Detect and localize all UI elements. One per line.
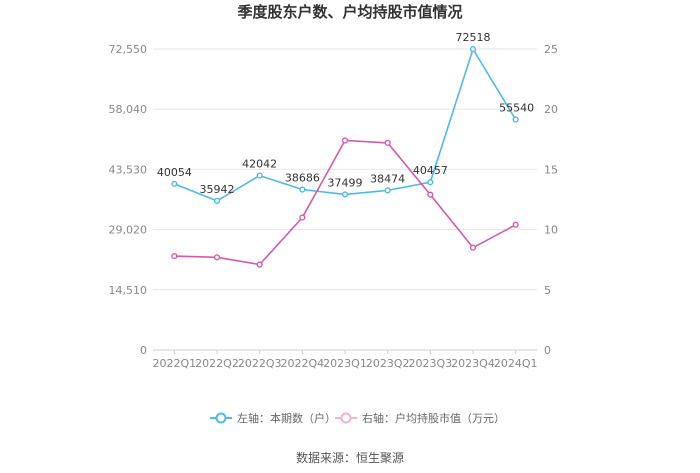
x-axis-tick-label: 2023Q2 bbox=[366, 357, 410, 370]
series bbox=[171, 46, 519, 268]
right-axis-tick-label: 25 bbox=[544, 43, 558, 56]
right-axis-tick-label: 10 bbox=[544, 224, 558, 237]
left-axis-tick-label: 0 bbox=[140, 344, 147, 357]
right-axis-tick-label: 5 bbox=[544, 284, 551, 297]
x-axis-tick-label: 2022Q1 bbox=[153, 357, 197, 370]
x-axis-tick-label: 2024Q1 bbox=[494, 357, 538, 370]
legend-item-right[interactable]: 右轴：户均持股市值（万元） bbox=[335, 411, 505, 425]
legend-label: 左轴：本期数（户） bbox=[237, 411, 336, 425]
left-axis-tick-label: 14,510 bbox=[109, 284, 148, 297]
source-note: 数据来源：恒生聚源 bbox=[296, 450, 404, 465]
legend-label: 右轴：户均持股市值（万元） bbox=[362, 411, 505, 425]
data-label: 38686 bbox=[285, 171, 320, 184]
data-label: 38474 bbox=[370, 172, 405, 185]
data-point bbox=[427, 179, 434, 186]
chart-title: 季度股东户数、户均持股市值情况 bbox=[237, 3, 462, 21]
data-point bbox=[256, 261, 263, 268]
data-label: 55540 bbox=[499, 102, 534, 115]
left-axis-tick-label: 43,530 bbox=[109, 163, 148, 176]
data-point bbox=[512, 116, 519, 123]
data-label: 42042 bbox=[242, 158, 277, 171]
legend-marker-icon bbox=[340, 412, 352, 424]
legend-item-left[interactable]: 左轴：本期数（户） bbox=[210, 411, 336, 425]
data-label: 72518 bbox=[456, 31, 491, 44]
data-label: 40457 bbox=[413, 164, 448, 177]
data-point bbox=[384, 187, 391, 194]
right-axis-tick-label: 15 bbox=[544, 163, 558, 176]
left-axis: 0 14,510 29,020 43,530 58,040 72,550 bbox=[109, 43, 148, 357]
legend-marker-icon bbox=[215, 412, 227, 424]
data-point bbox=[171, 252, 178, 260]
data-point bbox=[299, 214, 306, 221]
data-point bbox=[469, 46, 477, 53]
x-axis-tick-label: 2022Q3 bbox=[238, 357, 282, 370]
x-axis-tick-label: 2022Q2 bbox=[195, 357, 239, 370]
right-axis: 0 5 10 15 20 25 bbox=[544, 43, 558, 357]
grid bbox=[153, 48, 537, 351]
x-axis-tick-label: 2022Q4 bbox=[281, 357, 325, 370]
data-point bbox=[427, 191, 434, 198]
data-point bbox=[341, 191, 349, 198]
data-label: 35942 bbox=[200, 183, 235, 196]
x-axis: 2022Q1 2022Q2 2022Q3 2022Q4 2023Q1 2023Q2 2023… bbox=[153, 350, 538, 370]
data-point bbox=[171, 180, 178, 187]
data-label: 37499 bbox=[328, 176, 363, 189]
left-axis-tick-label: 72,550 bbox=[109, 43, 148, 56]
data-labels: 40054 35942 42042 38686 37499 38474 40457 72518… bbox=[157, 31, 534, 196]
x-axis-tick-label: 2023Q3 bbox=[409, 357, 453, 370]
x-axis-tick-label: 2023Q1 bbox=[323, 357, 367, 370]
data-point bbox=[213, 254, 221, 261]
data-point bbox=[213, 197, 221, 204]
left-axis-tick-label: 58,040 bbox=[109, 103, 148, 116]
data-point bbox=[469, 244, 477, 251]
right-axis-tick-label: 0 bbox=[544, 344, 551, 357]
data-point bbox=[512, 221, 519, 228]
legend: 左轴：本期数（户） 右轴：户均持股市值（万元） bbox=[210, 411, 505, 425]
series-line-2 bbox=[174, 139, 517, 266]
left-axis-tick-label: 29,020 bbox=[109, 224, 148, 237]
data-point bbox=[299, 186, 306, 193]
x-axis-tick-label: 2023Q4 bbox=[451, 357, 495, 370]
data-label: 40054 bbox=[157, 166, 192, 179]
data-point bbox=[384, 139, 391, 147]
right-axis-tick-label: 20 bbox=[544, 103, 558, 116]
data-point bbox=[341, 137, 349, 144]
data-point bbox=[256, 172, 263, 179]
